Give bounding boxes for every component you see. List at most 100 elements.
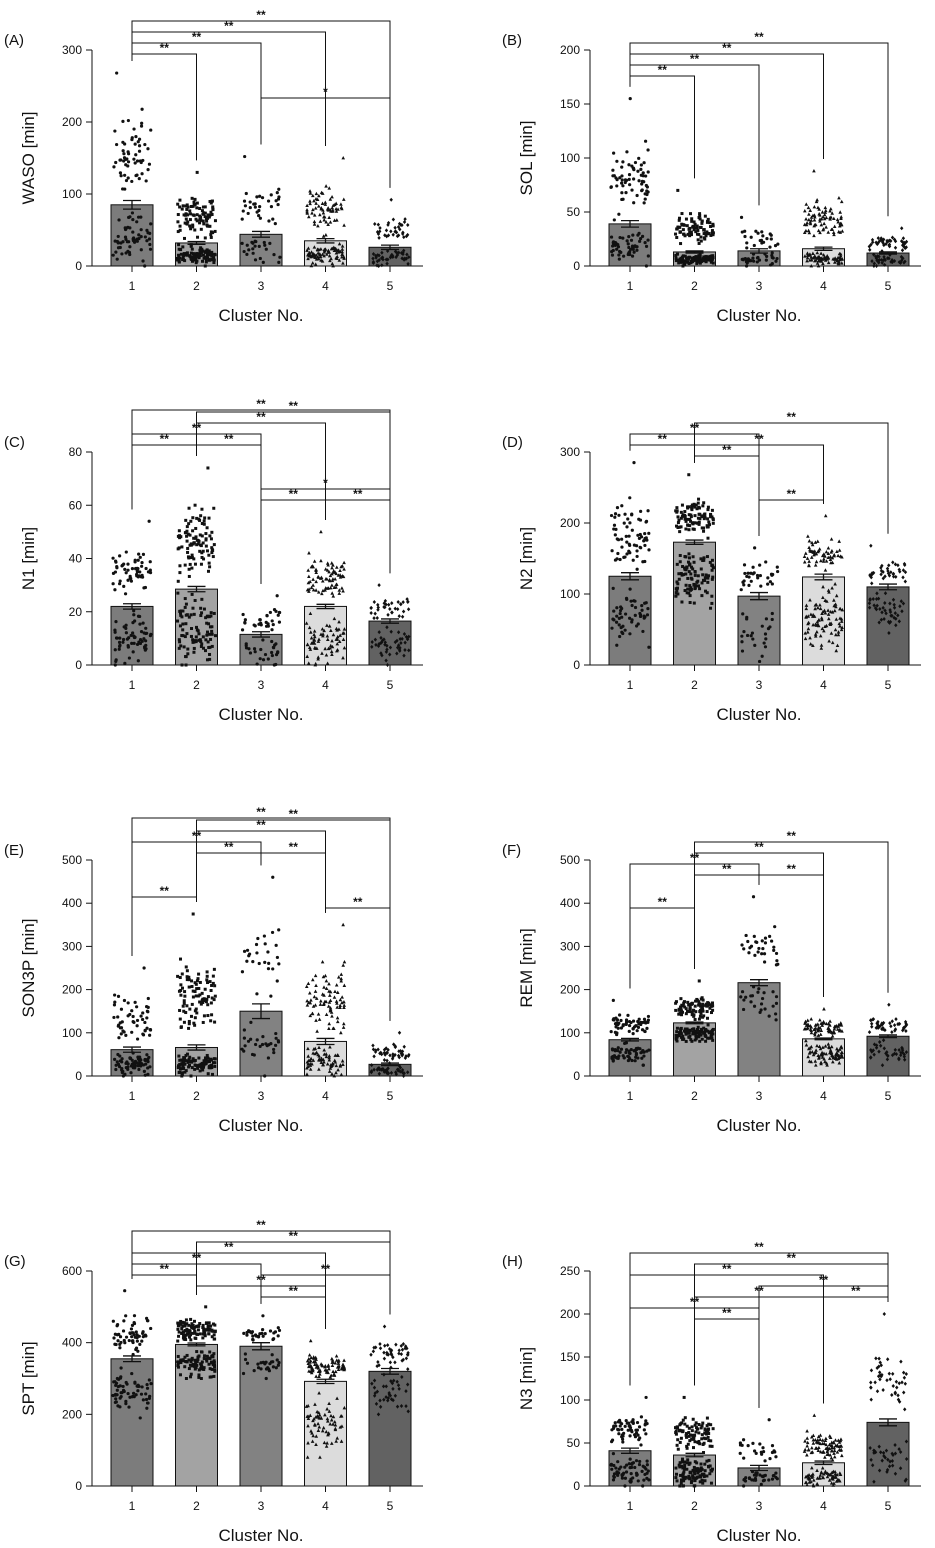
data-point <box>628 183 632 187</box>
data-point <box>251 241 255 245</box>
data-point <box>210 212 214 216</box>
data-point <box>334 585 338 589</box>
data-point <box>818 219 822 223</box>
data-point <box>674 1466 678 1470</box>
data-point <box>195 201 199 205</box>
data-point <box>112 1003 117 1007</box>
data-point <box>638 532 642 537</box>
data-point <box>184 655 188 659</box>
data-point <box>894 574 898 579</box>
data-point <box>876 260 881 265</box>
data-point <box>701 573 705 577</box>
data-point <box>316 590 321 594</box>
data-point <box>647 645 651 649</box>
data-point <box>191 213 195 217</box>
data-point <box>875 591 879 596</box>
data-point <box>318 1368 322 1372</box>
data-point <box>194 640 198 644</box>
data-point <box>405 252 409 257</box>
data-point <box>704 231 708 235</box>
data-point <box>641 1484 645 1488</box>
data-point <box>643 601 647 605</box>
data-point <box>630 513 634 517</box>
panel-letter: (B) <box>502 32 522 49</box>
data-point <box>212 998 216 1002</box>
data-point <box>612 527 616 531</box>
data-point <box>335 628 339 632</box>
data-point <box>210 199 214 203</box>
data-point <box>675 506 679 510</box>
data-point <box>145 239 149 243</box>
data-point <box>383 1343 387 1348</box>
data-point <box>697 506 701 510</box>
data-point <box>879 237 883 242</box>
data-point <box>183 605 187 609</box>
data-point <box>888 601 892 606</box>
data-point <box>643 559 647 564</box>
data-point <box>252 647 257 651</box>
data-point <box>211 231 215 235</box>
data-point <box>899 226 904 231</box>
data-point <box>306 1441 310 1445</box>
data-point <box>621 1434 625 1438</box>
data-point <box>691 1474 695 1478</box>
data-point <box>701 1030 705 1034</box>
data-point <box>633 160 638 165</box>
data-point <box>327 1409 332 1413</box>
data-point <box>204 537 208 541</box>
data-point <box>812 254 817 258</box>
data-point <box>645 189 649 193</box>
data-point <box>332 1419 337 1424</box>
data-point <box>321 1002 326 1007</box>
data-point <box>244 644 248 648</box>
data-point <box>636 1046 640 1050</box>
data-point <box>261 1334 265 1338</box>
data-point <box>128 1056 132 1060</box>
data-point <box>182 254 186 258</box>
data-point <box>334 637 339 641</box>
data-point <box>274 199 278 203</box>
data-point <box>304 621 309 625</box>
data-point <box>207 252 211 256</box>
data-point <box>398 636 402 641</box>
data-point <box>611 248 615 253</box>
data-point <box>131 1352 135 1357</box>
data-point <box>709 233 713 237</box>
data-point <box>698 214 702 218</box>
data-point <box>190 566 194 570</box>
data-point <box>326 1004 331 1008</box>
data-point <box>334 999 339 1003</box>
data-point <box>679 997 683 1001</box>
data-point <box>676 1447 680 1451</box>
data-point <box>118 582 122 586</box>
data-point <box>803 254 807 258</box>
data-point <box>676 582 680 586</box>
data-point <box>120 1057 124 1061</box>
data-point <box>118 1335 123 1339</box>
data-point <box>206 640 210 644</box>
data-point <box>200 611 204 615</box>
data-point <box>710 229 714 233</box>
data-point <box>336 1365 341 1369</box>
y-tick-label: 200 <box>62 115 82 129</box>
data-point <box>308 189 312 193</box>
data-point <box>609 235 614 239</box>
data-point <box>749 944 754 948</box>
data-point <box>678 225 682 229</box>
data-point <box>335 990 340 994</box>
x-tick-label: 3 <box>756 678 763 692</box>
data-point <box>307 1058 311 1062</box>
data-point <box>636 1025 641 1029</box>
data-point <box>191 995 195 999</box>
data-point <box>618 1050 622 1054</box>
data-point <box>241 612 245 617</box>
data-point <box>372 1067 376 1072</box>
data-point <box>198 221 202 225</box>
data-point <box>245 948 250 952</box>
data-point <box>806 205 811 210</box>
data-point <box>838 256 843 260</box>
data-point <box>617 616 621 620</box>
data-point <box>324 252 329 256</box>
x-tick-label: 4 <box>820 279 827 293</box>
data-point <box>804 1043 809 1047</box>
